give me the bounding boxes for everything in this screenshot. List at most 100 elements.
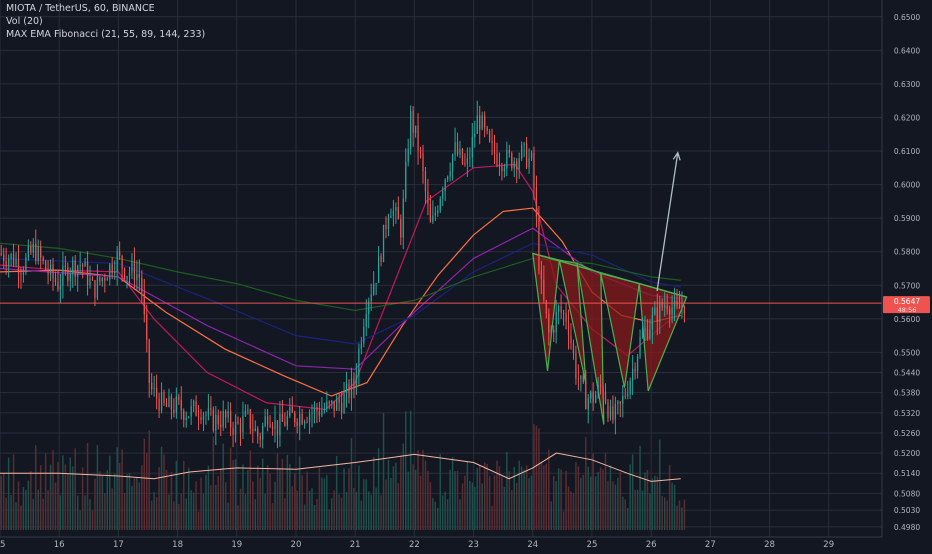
- volume-bar: [617, 477, 619, 530]
- chart-symbol-title[interactable]: MIOTA / TetherUS, 60, BINANCE: [6, 3, 155, 14]
- candle-body: [257, 428, 259, 437]
- volume-bar: [42, 498, 44, 530]
- volume-bar: [570, 491, 572, 530]
- candle-body: [96, 276, 99, 299]
- volume-bar: [429, 482, 432, 530]
- candle-body: [72, 260, 74, 274]
- volume-bar: [639, 445, 641, 530]
- candle-body: [121, 255, 123, 269]
- volume-bar: [543, 465, 545, 530]
- candle-body: [627, 394, 629, 396]
- volume-bar: [234, 459, 237, 530]
- volume-bar: [683, 499, 686, 530]
- candle-body: [669, 309, 671, 315]
- volume-bar: [530, 475, 533, 530]
- volume-bar: [520, 466, 523, 530]
- ema-indicator-label[interactable]: MAX EMA Fibonacci (21, 55, 89, 144, 233): [6, 29, 206, 40]
- candle-body: [99, 276, 101, 282]
- candle-body: [22, 272, 25, 275]
- candle-body: [540, 270, 543, 280]
- volume-bar: [340, 497, 343, 530]
- candle-body: [74, 260, 76, 277]
- candle-body: [128, 272, 131, 277]
- candle-body: [180, 399, 182, 411]
- candle-body: [548, 313, 550, 333]
- volume-bar: [400, 455, 402, 530]
- candle-body: [562, 312, 565, 314]
- volume-bar: [668, 464, 671, 530]
- volume-bar: [296, 490, 298, 530]
- candle-body: [262, 425, 264, 440]
- volume-bar: [461, 483, 464, 530]
- volume-bar: [271, 503, 274, 530]
- volume-bar: [446, 499, 449, 530]
- candle-body: [516, 161, 518, 169]
- candle-body: [671, 307, 673, 315]
- candle-body: [410, 110, 412, 149]
- candle-body: [632, 368, 634, 381]
- candle-body: [622, 395, 624, 404]
- candle-body: [607, 402, 609, 418]
- volume-bar: [557, 468, 560, 530]
- volume-bar: [511, 490, 513, 530]
- volume-bar: [649, 493, 651, 530]
- volume-bar: [498, 466, 501, 530]
- volume-bar: [49, 464, 52, 530]
- y-tick-label: 0.5380: [894, 389, 920, 398]
- candle-body: [222, 411, 224, 427]
- volume-bar: [422, 449, 424, 530]
- volume-bar: [15, 502, 17, 530]
- volume-bar: [183, 460, 185, 530]
- candle-body: [629, 380, 631, 395]
- candle-body: [49, 264, 52, 275]
- volume-bar: [153, 492, 155, 530]
- candle-body: [303, 421, 306, 424]
- volume-bar: [641, 490, 644, 530]
- candle-body: [326, 401, 328, 409]
- candle-body: [412, 110, 414, 133]
- candle-body: [456, 142, 459, 155]
- volume-bar: [281, 458, 284, 530]
- ema-line-ema-233: [0, 242, 681, 312]
- candle-body: [464, 163, 466, 165]
- volume-indicator-label[interactable]: Vol (20): [6, 16, 43, 27]
- volume-bar: [259, 477, 261, 530]
- candle-body: [402, 198, 404, 238]
- volume-bar: [501, 476, 503, 530]
- candle-body: [387, 217, 390, 230]
- candle-body: [25, 257, 27, 273]
- candle-body: [79, 264, 81, 266]
- volume-bar: [165, 470, 168, 530]
- volume-bar: [133, 477, 136, 530]
- volume-bar: [491, 505, 493, 530]
- volume-bar: [316, 499, 318, 530]
- pattern-neckline: [532, 252, 687, 298]
- candle-body: [318, 411, 321, 416]
- y-tick-label: 0.5440: [894, 369, 920, 378]
- volume-bar: [661, 495, 663, 530]
- volume-bar: [192, 492, 195, 530]
- candle-body: [498, 164, 501, 166]
- volume-bar: [25, 490, 27, 530]
- volume-bar: [89, 499, 91, 530]
- candle-body: [444, 179, 446, 191]
- candle-body: [269, 424, 271, 427]
- candle-body: [358, 348, 360, 376]
- candle-body: [17, 259, 20, 274]
- candle-body: [488, 131, 491, 141]
- volume-bar: [506, 451, 508, 530]
- volume-bar: [30, 471, 32, 530]
- candle-body: [148, 339, 150, 383]
- candle-body: [577, 378, 580, 380]
- candle-body: [101, 278, 103, 282]
- grid-lines: [0, 0, 882, 537]
- volume-bar: [47, 490, 49, 530]
- candle-body: [343, 393, 345, 413]
- volume-bar: [631, 454, 634, 530]
- volume-bar: [12, 454, 15, 530]
- candle-body: [454, 142, 456, 155]
- volume-bar: [360, 500, 363, 530]
- x-tick-label: 22: [409, 540, 420, 550]
